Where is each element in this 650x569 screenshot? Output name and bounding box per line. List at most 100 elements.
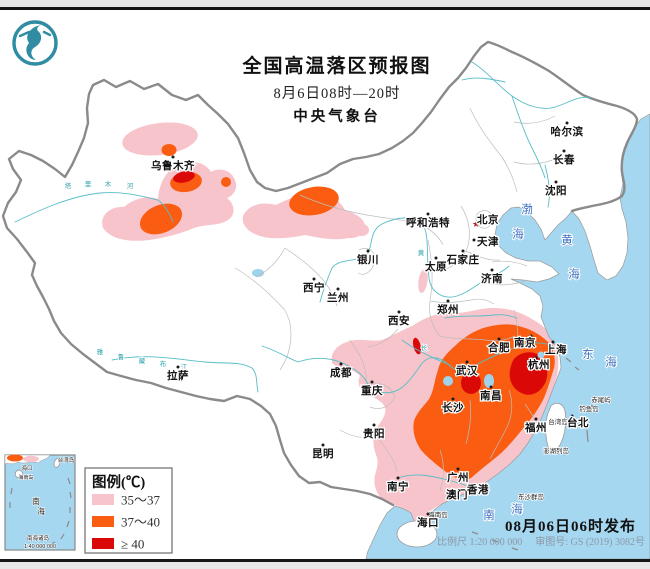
city-label: 贵阳 xyxy=(363,427,385,440)
city-label: 福州 xyxy=(524,421,547,434)
city-label: 呼和浩特 xyxy=(406,216,450,229)
city-label: 海口 xyxy=(417,516,439,529)
hainan-island xyxy=(396,520,438,548)
red-blob-turpan xyxy=(173,171,195,183)
inset-label: 海南岛 xyxy=(18,474,33,481)
footer: 08月06日06时发布 比例尺 1:20 000 000 审图号: GS (20… xyxy=(437,517,645,548)
island-label: 海南岛 xyxy=(428,510,448,519)
publish-time: 08月06日06时发布 xyxy=(505,517,636,535)
inset-dash-line xyxy=(9,477,72,548)
city-dot xyxy=(562,149,566,153)
city-dot xyxy=(472,238,476,242)
city-label: 长沙 xyxy=(442,401,464,414)
city-dot xyxy=(397,310,401,314)
qinghai-lake xyxy=(252,269,264,277)
sea-name-char: 渤 xyxy=(521,203,533,216)
city-label: 南昌 xyxy=(480,389,502,402)
map-valid-period: 8月6日08时—20时 xyxy=(274,85,401,102)
zone-red-40 xyxy=(173,171,548,395)
dongting-lake xyxy=(443,376,453,386)
river-name-char: 雅 xyxy=(97,348,104,356)
orange-dot-east-xinjiang xyxy=(221,177,231,187)
inset-hainan xyxy=(14,469,24,479)
inset-taiwan xyxy=(53,458,61,468)
header: 全国高温落区预报图 8月6日08时—20时 中央气象台 xyxy=(12,20,431,125)
songhua-river xyxy=(471,61,591,109)
city-label: 济南 xyxy=(481,272,503,285)
city-dot xyxy=(456,467,460,471)
island-label: 东沙群岛 xyxy=(518,492,544,501)
city-dot xyxy=(490,268,494,272)
yarlung-river xyxy=(111,356,259,393)
inset-pink-zone xyxy=(23,455,39,463)
city-dot xyxy=(176,365,180,369)
city-label: 南京 xyxy=(514,336,536,349)
river-name-labels: 塔 里 木 河雅鲁 藏 布 江 黄长 xyxy=(64,178,429,372)
inset-label: 台湾岛 xyxy=(58,456,75,464)
yellow-river xyxy=(319,217,510,303)
yangtze-river xyxy=(261,342,558,394)
red-blob-jiangxi-hubei xyxy=(461,372,481,394)
city-label: 沈阳 xyxy=(545,184,567,197)
second-songhua-river xyxy=(511,95,546,179)
inset-label: 海口 xyxy=(21,464,32,472)
sea-name-char: 海 xyxy=(568,267,580,281)
legend-label: 35～37 xyxy=(121,493,161,508)
orange-core-south-xinjiang xyxy=(139,203,183,235)
city-label: 长春 xyxy=(553,153,575,166)
island-label: 钓鱼岛 xyxy=(579,404,599,413)
city-label: 香港 xyxy=(466,483,489,496)
city-label: 拉萨 xyxy=(167,369,189,382)
city-dot xyxy=(565,121,569,125)
inset-label: 海 xyxy=(37,506,45,516)
city-dot xyxy=(321,443,325,447)
legend-swatch xyxy=(92,516,114,527)
poyang-lake xyxy=(484,374,494,388)
legend-items: 35～37 37～40 ≥ 40 xyxy=(92,493,161,552)
river-name-char: 鲁 xyxy=(118,352,125,361)
city-label: 西安 xyxy=(388,314,410,327)
city-dot xyxy=(336,287,340,291)
city-label: 天津 xyxy=(477,235,499,248)
sea-name-char: 海 xyxy=(511,502,523,516)
legend-label: ≥ 40 xyxy=(121,537,144,552)
orange-core-north-xinjiang xyxy=(161,144,177,156)
map-title: 全国高温落区预报图 xyxy=(241,54,431,77)
city-label: 成都 xyxy=(330,366,352,379)
city-dot xyxy=(489,385,493,389)
city-label: 北京 xyxy=(477,213,499,226)
legend-swatch xyxy=(92,494,114,505)
city-dot xyxy=(396,476,400,480)
city-label: 银川 xyxy=(357,253,379,266)
city-dot xyxy=(570,414,574,418)
legend-title: 图例(℃) xyxy=(92,473,145,491)
city-label: 武汉 xyxy=(456,364,478,377)
city-dot xyxy=(434,256,438,260)
city-dot xyxy=(461,249,465,253)
city-dot xyxy=(497,337,501,341)
city-dot xyxy=(372,423,376,427)
capital-star-icon: ★ xyxy=(472,219,480,229)
city-dot xyxy=(534,356,538,360)
city-dot xyxy=(339,362,343,366)
city-label: 杭州 xyxy=(528,358,550,371)
city-label: 兰州 xyxy=(327,291,349,304)
inset-label: 南 xyxy=(32,496,40,506)
island-label: 澎湖列岛 xyxy=(543,446,569,455)
red-streak-shaanxi xyxy=(412,337,422,355)
rivers xyxy=(14,61,591,487)
city-dot xyxy=(312,277,316,281)
city-dot xyxy=(446,299,450,303)
sea-name-char: 黄 xyxy=(561,233,573,247)
city-label: 西宁 xyxy=(303,281,325,294)
city-label: 南宁 xyxy=(387,480,409,493)
city-label: 合肥 xyxy=(487,341,510,354)
han-river xyxy=(401,339,451,366)
river-name-char: 长 xyxy=(421,343,428,352)
city-dot xyxy=(554,180,558,184)
sea-name-char: 海 xyxy=(605,355,617,369)
island-marks xyxy=(471,357,601,551)
